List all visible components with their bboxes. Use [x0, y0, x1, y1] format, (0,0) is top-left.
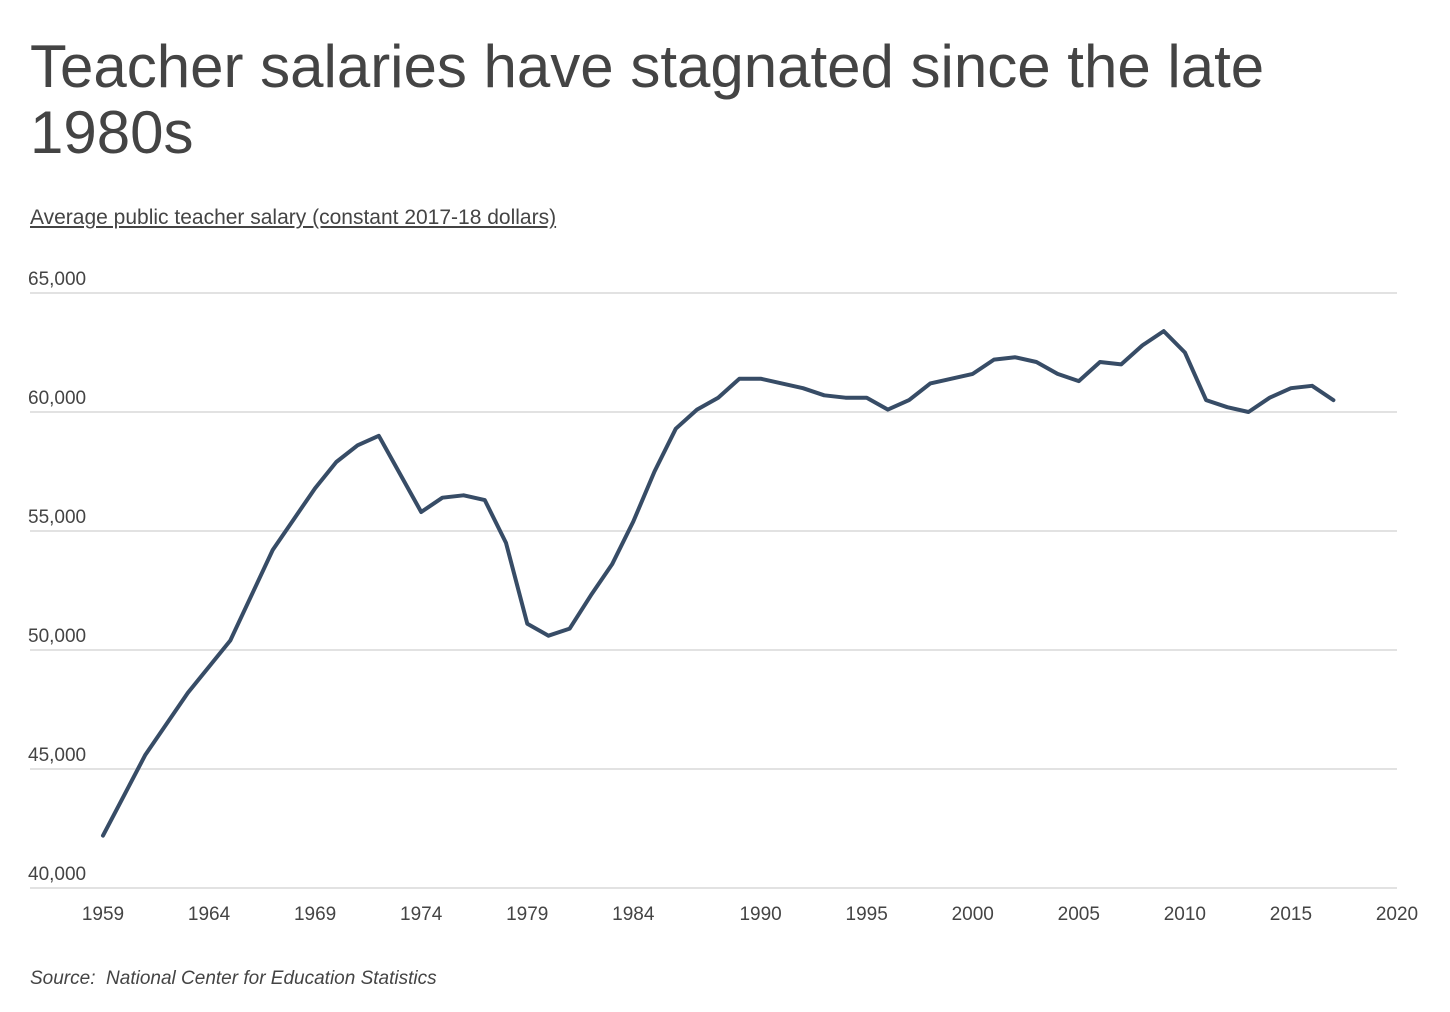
- y-tick-label: 55,000: [28, 507, 86, 528]
- y-tick-label: 40,000: [28, 864, 86, 885]
- y-tick-label: 50,000: [28, 626, 86, 647]
- chart-title: Teacher salaries have stagnated since th…: [30, 33, 1265, 166]
- x-tick-label: 1979: [506, 904, 548, 925]
- y-axis-tick-labels: 40,000 45,000 50,000 55,000 60,000 65,000: [28, 269, 86, 885]
- x-tick-label: 2020: [1376, 904, 1418, 925]
- x-tick-label: 1969: [294, 904, 336, 925]
- grid-lines: [30, 292, 1397, 889]
- x-tick-label: 2010: [1164, 904, 1206, 925]
- series-line: [101, 329, 1336, 838]
- x-tick-label: 1964: [188, 904, 231, 925]
- x-tick-label: 1974: [400, 904, 443, 925]
- series-group: [101, 329, 1336, 838]
- x-axis-tick-labels: 1959 1964 1969 1974 1979 1984 1990 1995 2000 2005…: [82, 904, 1418, 925]
- x-tick-label: 1990: [739, 904, 781, 925]
- x-tick-label: 2005: [1058, 904, 1100, 925]
- x-tick-label: 2000: [952, 904, 994, 925]
- source-text: National Center for Education Statistics: [106, 968, 437, 989]
- line-chart: 40,000 45,000 50,000 55,000 60,000 65,000 195…: [28, 269, 1418, 925]
- y-tick-label: 60,000: [28, 388, 86, 409]
- source-note: Source: National Center for Education St…: [30, 968, 437, 990]
- y-tick-label: 45,000: [28, 745, 86, 766]
- chart-subtitle: Average public teacher salary (constant …: [30, 206, 557, 229]
- source-label: Source:: [30, 968, 96, 989]
- x-tick-label: 1984: [612, 904, 655, 925]
- x-tick-label: 1959: [82, 904, 124, 925]
- x-tick-label: 2015: [1270, 904, 1312, 925]
- x-tick-label: 1995: [846, 904, 888, 925]
- y-tick-label: 65,000: [28, 269, 86, 290]
